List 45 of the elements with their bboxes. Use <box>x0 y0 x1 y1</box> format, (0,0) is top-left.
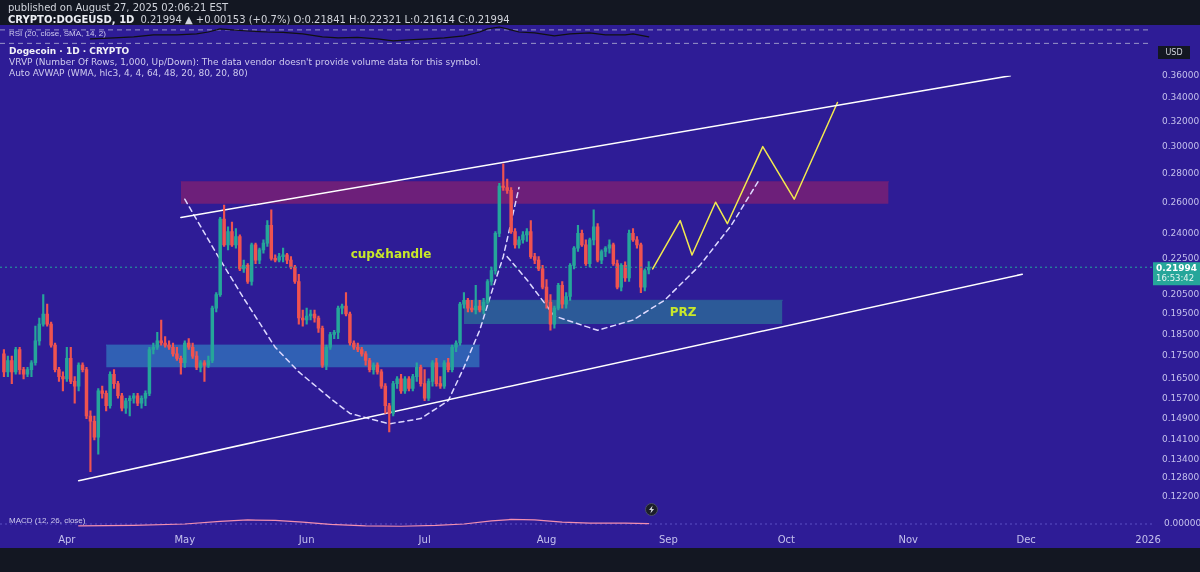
annotation: PRZ <box>669 305 697 320</box>
y-tick-label: 0.14900 <box>1162 412 1200 423</box>
text: Dogecoin · 1D · CRYPTO <box>9 46 130 57</box>
x-tick-label: Oct <box>777 533 796 545</box>
y-tick-label: 0.34000 <box>1162 92 1200 103</box>
y-tick-label: 0.12200 <box>1162 490 1200 501</box>
y-tick-label: 0.18500 <box>1162 328 1200 339</box>
text: 16:53:42 <box>1156 273 1195 284</box>
text: published on August 27, 2025 02:06:21 EST <box>8 2 229 14</box>
x-tick-label: Nov <box>898 533 919 545</box>
text: 0.21994 ▲ +0.00153 (+0.7%) O:0.21841 H:0.22321 L:0.21614 C:0.21994 <box>140 14 510 25</box>
text: VRVP (Number Of Rows, 1,000, Up/Down): The data vendor doesn't provide volume data for this symbol. <box>9 57 481 68</box>
y-tick-label: 0.13400 <box>1162 454 1200 465</box>
y-tick-label: 0.32000 <box>1162 115 1200 126</box>
y-tick-label: 0.26000 <box>1162 196 1200 207</box>
y-tick-label: 0.17500 <box>1162 350 1200 361</box>
line-series <box>506 179 760 332</box>
line-series <box>184 186 520 425</box>
y-tick-label: 0.22500 <box>1162 252 1200 263</box>
y-tick-label: 0.16500 <box>1162 373 1200 384</box>
chart-title: RSI (20, close, SMA, 14, 2) <box>9 28 107 38</box>
annotation: Auto AVWAP (WMA, hlc3, 4, 4, 64, 48, 20, 80, 20, 80) <box>9 68 248 79</box>
x-tick-label: Aug <box>536 533 557 545</box>
y-tick-label: 0.28000 <box>1162 167 1200 178</box>
ref-line-label: 0.00000 <box>1164 518 1200 529</box>
chart-title: MACD (12, 26, close) <box>9 516 86 526</box>
x-tick-label: Jun <box>297 533 315 545</box>
x-tick-label: 2026 <box>1135 533 1161 545</box>
y-tick-label: 0.12800 <box>1162 471 1200 482</box>
y-tick-label: 0.14100 <box>1162 434 1200 445</box>
x-tick-label: Sep <box>658 533 678 545</box>
annotation: cup&handle <box>350 247 432 262</box>
y-axis-title: USD <box>1165 48 1183 58</box>
x-tick-label: Jul <box>417 533 431 545</box>
y-tick-label: 0.19500 <box>1162 308 1200 319</box>
text: CRYPTO:DOGEUSD, 1D <box>8 14 135 25</box>
y-tick-label: 0.36000 <box>1162 70 1200 81</box>
x-tick-label: May <box>174 533 196 545</box>
x-tick-label: Dec <box>1016 533 1036 545</box>
ref-line-label: 0.21994 <box>1156 263 1197 274</box>
y-tick-label: 0.30000 <box>1162 140 1200 151</box>
y-tick-label: 0.20500 <box>1162 288 1200 299</box>
y-tick-label: 0.24000 <box>1162 227 1200 238</box>
y-tick-label: 0.15700 <box>1162 392 1200 403</box>
x-tick-label: Apr <box>58 533 77 545</box>
